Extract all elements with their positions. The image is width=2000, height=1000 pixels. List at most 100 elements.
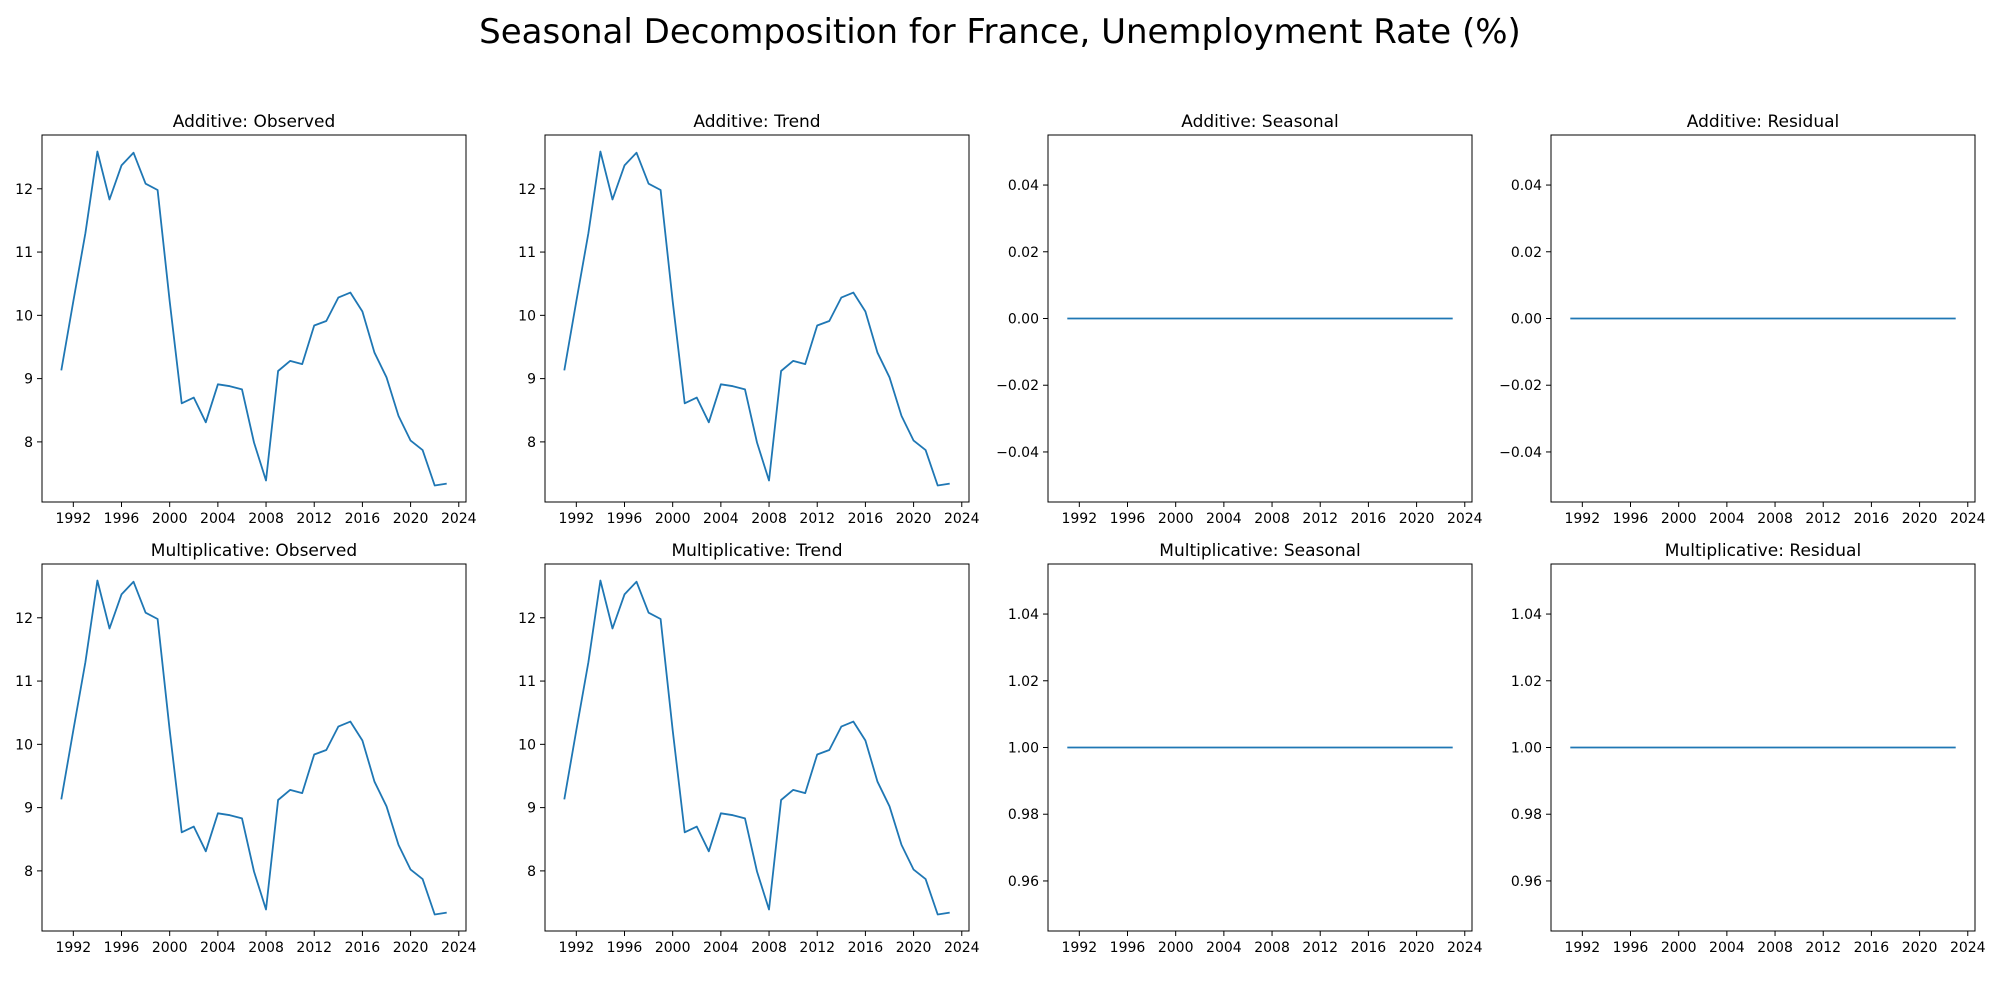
axes-frame [1047, 563, 1473, 932]
x-tick-label: 1992 [558, 511, 594, 527]
y-tick-label: 12 [518, 182, 536, 198]
y-tick-label: 11 [15, 674, 33, 690]
x-tick-label: 2012 [1805, 940, 1841, 956]
y-tick-label: 0.98 [1511, 807, 1542, 823]
y-tick-label: 10 [15, 308, 33, 324]
x-tick-label: 1992 [1061, 940, 1097, 956]
y-tick-label: 12 [15, 182, 33, 198]
x-tick-label: 2008 [248, 940, 284, 956]
y-tick-label: 0.04 [1511, 178, 1542, 194]
y-tick-label: 0.96 [1511, 874, 1542, 890]
subplot-additive-seasonal: Additive: Seasonal 1992 1996 2000 2004 2008 20… [996, 112, 1483, 527]
x-tick-label: 1996 [607, 511, 643, 527]
x-tick-label: 2004 [703, 940, 739, 956]
x-tick-label: 2004 [1709, 940, 1745, 956]
x-tick-label: 2008 [248, 511, 284, 527]
x-tick-label: 2004 [1709, 511, 1745, 527]
axes-frame [544, 563, 970, 932]
x-tick-label: 1996 [104, 511, 140, 527]
x-tick-label: 2024 [944, 511, 980, 527]
axes-frame [1550, 563, 1976, 932]
x-tick-label: 2008 [1254, 940, 1290, 956]
x-tick-label: 2020 [1399, 511, 1435, 527]
subplot-additive-residual: Additive: Residual 1992 1996 2000 2004 2008 20… [1499, 112, 1986, 527]
x-tick-label: 2020 [896, 511, 932, 527]
axes-frame [41, 563, 467, 932]
figure-title: Seasonal Decomposition for France, Unemp… [479, 12, 1521, 52]
x-tick-label: 2020 [1902, 511, 1938, 527]
x-tick-label: 2004 [1206, 511, 1242, 527]
x-tick-label: 2004 [703, 511, 739, 527]
y-tick-label: 1.00 [1511, 741, 1542, 757]
y-tick-label: 0.00 [1008, 312, 1039, 328]
x-tick-label: 2012 [1805, 511, 1841, 527]
y-tick-label: 1.00 [1008, 741, 1039, 757]
series-line [60, 150, 447, 487]
y-tick-label: 10 [518, 308, 536, 324]
y-tick-label: 8 [527, 864, 536, 880]
y-tick-label: 0.98 [1008, 807, 1039, 823]
x-tick-label: 2016 [345, 940, 381, 956]
x-tick-label: 2020 [393, 511, 429, 527]
axes-frame [41, 134, 467, 503]
panel-title: Multiplicative: Trend [671, 541, 842, 561]
y-tick-label: 9 [527, 801, 536, 817]
x-tick-label: 2000 [1661, 511, 1697, 527]
x-tick-label: 2024 [441, 940, 477, 956]
x-tick-label: 2000 [655, 940, 691, 956]
x-tick-label: 2004 [200, 940, 236, 956]
x-tick-label: 2008 [751, 940, 787, 956]
x-tick-label: 2000 [152, 940, 188, 956]
axes-frame [1550, 134, 1976, 503]
y-tick-label: 8 [24, 864, 33, 880]
y-tick-label: 1.02 [1511, 674, 1542, 690]
y-tick-label: 9 [24, 801, 33, 817]
subplot-multiplicative-observed: Multiplicative: Observed 1992 1996 2000 2004… [15, 541, 477, 956]
x-tick-label: 2024 [441, 511, 477, 527]
x-tick-label: 2000 [655, 511, 691, 527]
x-tick-label: 2008 [1254, 511, 1290, 527]
y-tick-label: −0.04 [996, 445, 1039, 461]
x-tick-label: 2024 [1447, 940, 1483, 956]
y-tick-label: 0.02 [1511, 245, 1542, 261]
x-tick-label: 2012 [799, 511, 835, 527]
x-tick-label: 2004 [1206, 940, 1242, 956]
x-tick-label: 2020 [393, 940, 429, 956]
y-tick-label: 11 [15, 245, 33, 261]
x-tick-label: 2020 [896, 940, 932, 956]
y-tick-label: 1.04 [1511, 607, 1542, 623]
x-tick-label: 2000 [1661, 940, 1697, 956]
subplot-multiplicative-trend: Multiplicative: Trend 1992 1996 2000 2004 200… [518, 541, 980, 956]
y-tick-label: 12 [15, 611, 33, 627]
x-tick-label: 2016 [1854, 940, 1890, 956]
x-tick-label: 1992 [55, 511, 91, 527]
panel-title: Multiplicative: Residual [1665, 541, 1861, 561]
x-tick-label: 2024 [1950, 940, 1986, 956]
series-line [563, 579, 950, 916]
subplot-additive-trend: Additive: Trend 1992 1996 2000 2004 2008 2012 2… [518, 112, 980, 527]
x-tick-label: 2012 [799, 940, 835, 956]
x-tick-label: 2016 [1351, 511, 1387, 527]
x-tick-label: 1996 [1613, 511, 1649, 527]
x-tick-label: 2012 [296, 511, 332, 527]
x-tick-label: 2012 [1302, 940, 1338, 956]
x-tick-label: 2008 [751, 511, 787, 527]
y-tick-label: 12 [518, 611, 536, 627]
y-tick-label: 1.04 [1008, 607, 1039, 623]
y-tick-label: 9 [527, 372, 536, 388]
x-tick-label: 2012 [1302, 511, 1338, 527]
x-tick-label: 2008 [1757, 940, 1793, 956]
y-tick-label: −0.02 [1499, 378, 1542, 394]
panel-title: Additive: Observed [173, 112, 335, 132]
x-tick-label: 1992 [1061, 511, 1097, 527]
subplot-multiplicative-seasonal: Multiplicative: Seasonal 1992 1996 2000 2004… [1008, 541, 1483, 956]
y-tick-label: 10 [518, 737, 536, 753]
x-tick-label: 2024 [1447, 511, 1483, 527]
x-tick-label: 1996 [104, 940, 140, 956]
series-line [563, 150, 950, 487]
x-tick-label: 2016 [848, 940, 884, 956]
axes-frame [1047, 134, 1473, 503]
x-tick-label: 2024 [1950, 511, 1986, 527]
x-tick-label: 2016 [848, 511, 884, 527]
